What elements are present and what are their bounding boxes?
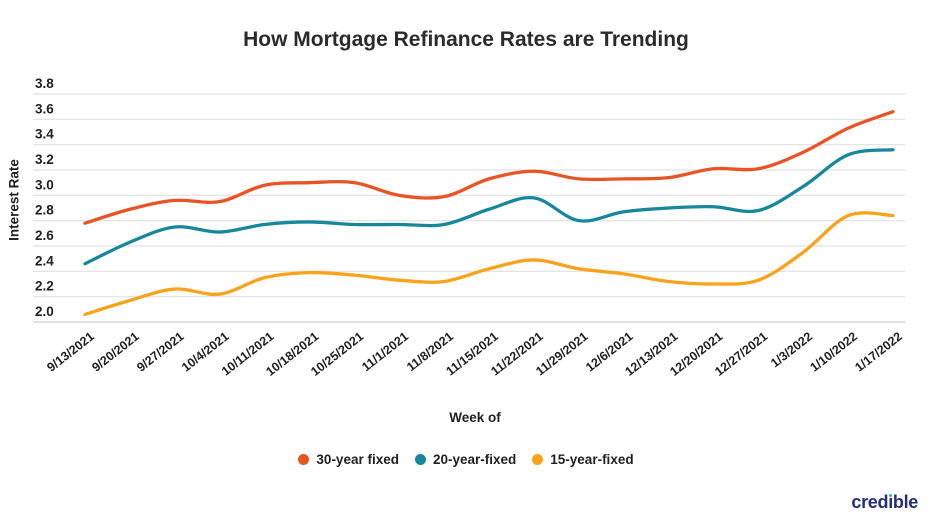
credible-logo-text-pre: cred [851, 492, 889, 512]
svg-text:3.8: 3.8 [35, 76, 54, 91]
legend-label-20-year: 20-year-fixed [432, 452, 517, 467]
credible-logo-i: ı [888, 492, 893, 512]
svg-text:9/13/2021: 9/13/2021 [44, 329, 96, 374]
legend-label-30-year: 30-year fixed [316, 452, 399, 467]
legend-label-15-year: 15-year-fixed [550, 452, 634, 467]
svg-text:9/27/2021: 9/27/2021 [134, 329, 186, 374]
svg-text:2.2: 2.2 [35, 279, 54, 294]
svg-text:3.0: 3.0 [35, 177, 54, 192]
credible-logo-i-dot-icon [888, 493, 893, 498]
credible-logo-text-post: ble [892, 492, 918, 512]
svg-text:3.4: 3.4 [35, 127, 54, 142]
x-axis-title: Week of [449, 410, 501, 425]
svg-text:2.6: 2.6 [35, 228, 54, 243]
legend: 30-year fixed 20-year-fixed 15-year-fixe… [0, 452, 932, 467]
legend-item-20-year-fixed: 20-year-fixed [414, 452, 517, 467]
svg-text:3.2: 3.2 [35, 152, 54, 167]
svg-text:2.8: 2.8 [35, 203, 54, 218]
legend-dot-30-year-icon [298, 454, 310, 465]
legend-dot-15-year-icon [532, 454, 544, 465]
credible-logo: cred ıble [851, 492, 918, 513]
svg-text:3.6: 3.6 [35, 101, 54, 116]
svg-text:2.0: 2.0 [35, 304, 54, 319]
svg-text:9/20/2021: 9/20/2021 [89, 329, 141, 374]
svg-text:2.4: 2.4 [35, 253, 54, 268]
legend-dot-20-year-icon [414, 454, 426, 465]
legend-item-30-year-fixed: 30-year fixed [298, 452, 399, 467]
legend-item-15-year-fixed: 15-year-fixed [532, 452, 634, 467]
svg-text:11/1/2021: 11/1/2021 [359, 329, 411, 374]
svg-text:1/17/2022: 1/17/2022 [852, 329, 904, 374]
svg-text:1/10/2022: 1/10/2022 [808, 329, 860, 374]
chart-title: How Mortgage Refinance Rates are Trendin… [243, 28, 689, 51]
